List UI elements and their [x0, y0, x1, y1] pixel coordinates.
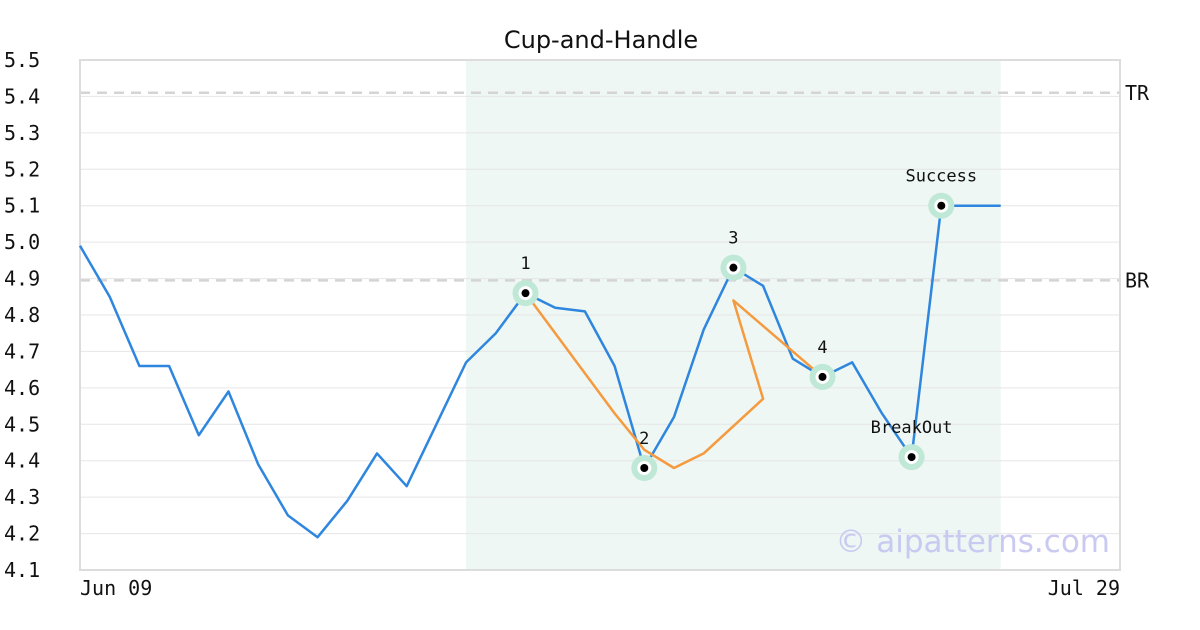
y-tick-label: 4.8 — [4, 303, 40, 327]
marker-label: BreakOut — [871, 418, 953, 438]
y-tick-label: 5.4 — [4, 84, 40, 108]
y-tick-label: 4.2 — [4, 522, 40, 546]
markers: 1 2 3 4 BreakOut Success — [512, 167, 977, 481]
y-tick-label: 4.1 — [4, 558, 40, 582]
y-tick-label: 4.3 — [4, 485, 40, 509]
plot-frame — [79, 59, 1121, 571]
marker-dot — [818, 372, 827, 381]
y-axis-ticks: 4.1 4.2 4.3 4.4 4.5 4.6 4.7 4.8 4.9 5.0 5.1 5.2 5.3 5… — [4, 48, 40, 582]
marker-dot — [640, 464, 649, 472]
y-tick-label: 4.5 — [4, 412, 40, 436]
chart-title: Cup-and-Handle — [504, 26, 698, 54]
levels: TR BR — [80, 81, 1150, 292]
y-tick-label: 5.2 — [4, 157, 40, 181]
series — [78, 204, 1001, 539]
x-tick-end: Jul 29 — [1048, 576, 1120, 600]
marker-label: 2 — [639, 429, 649, 449]
watermark: © aipatterns.com — [835, 524, 1110, 560]
marker-label: Success — [905, 167, 977, 187]
level-label: TR — [1125, 81, 1150, 105]
pattern-line — [524, 292, 824, 470]
y-tick-label: 5.3 — [4, 121, 40, 145]
marker-dot — [729, 263, 738, 272]
marker-label: 4 — [817, 338, 827, 358]
y-tick-label: 4.7 — [4, 339, 40, 363]
level-label: BR — [1125, 268, 1150, 292]
y-tick-label: 5.1 — [4, 194, 40, 218]
y-tick-label: 4.9 — [4, 267, 40, 291]
marker-dot — [521, 289, 530, 298]
marker-label: 1 — [520, 254, 530, 274]
y-tick-label: 4.6 — [4, 376, 40, 400]
marker-dot — [907, 453, 916, 462]
y-tick-label: 5.0 — [4, 230, 40, 254]
y-tick-label: 5.5 — [4, 48, 40, 72]
y-tick-label: 4.4 — [4, 449, 40, 473]
price-line — [78, 204, 1001, 539]
marker-label: 3 — [728, 229, 738, 249]
marker-dot — [937, 201, 946, 210]
x-tick-start: Jun 09 — [80, 576, 152, 600]
